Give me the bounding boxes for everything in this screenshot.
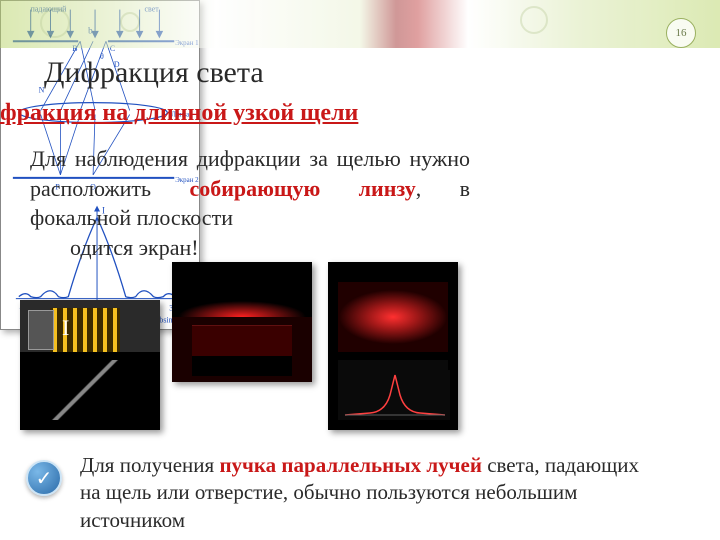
page-number-text: 16 xyxy=(676,28,687,39)
slide-subtitle: фракция на длинной узкой щели xyxy=(0,100,358,127)
gaussian-curve xyxy=(340,370,450,420)
checkmark-icon: ✓ xyxy=(26,460,62,496)
figure-a-label: I xyxy=(62,315,69,341)
p2-emphasis: пучка параллельных лучей xyxy=(219,453,482,477)
slide-title: Дифракция света xyxy=(44,56,264,90)
p1-emphasis: собирающую линзу xyxy=(189,176,415,201)
figure-a-box xyxy=(28,310,54,350)
page-number-badge: 16 xyxy=(666,18,696,48)
p1-line2: одится экран! xyxy=(70,235,199,260)
paragraph-2: Для получения пучка параллельных лучей с… xyxy=(80,452,640,534)
decorative-banner xyxy=(0,0,720,48)
paragraph-1: Для наблюдения дифракции за щелью нужно … xyxy=(30,144,470,263)
p2-pre: Для получения xyxy=(80,453,219,477)
figure-red-diffraction xyxy=(172,262,312,382)
